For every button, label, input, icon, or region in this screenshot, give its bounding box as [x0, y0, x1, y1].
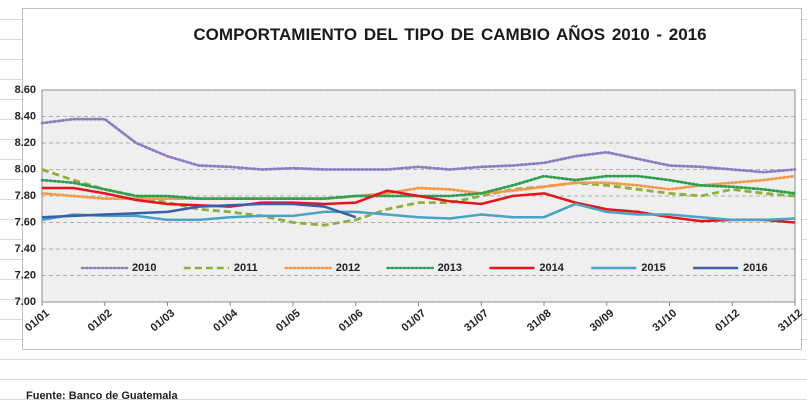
x-tick-label: 01/05 — [274, 307, 303, 334]
legend-label: 2012 — [336, 262, 360, 274]
y-tick-label: 7.60 — [15, 216, 36, 228]
legend-label: 2016 — [743, 262, 767, 274]
x-tick-label: 31/12 — [776, 307, 805, 334]
x-tick-label: 30/09 — [588, 307, 617, 334]
y-tick-label: 7.00 — [15, 296, 36, 308]
x-tick-label: 01/03 — [148, 307, 177, 334]
x-tick-label: 01/04 — [211, 307, 240, 334]
series-line — [41, 202, 357, 219]
series-line — [40, 174, 797, 201]
series-line — [41, 202, 796, 222]
x-tick-label: 01/01 — [23, 307, 52, 334]
legend-label: 2010 — [132, 262, 156, 274]
chart-title: COMPORTAMIENTO DEL TIPO DE CAMBIO AÑOS 2… — [193, 25, 707, 44]
y-tick-label: 8.20 — [15, 137, 36, 149]
legend-label: 2011 — [234, 262, 258, 274]
series-line — [41, 168, 796, 227]
x-tick-label: 01/12 — [713, 307, 742, 334]
x-tick-label: 01/06 — [337, 307, 366, 334]
y-tick-label: 7.20 — [15, 269, 36, 281]
x-tick-label: 31/07 — [462, 307, 491, 334]
legend-label: 2013 — [438, 262, 462, 274]
y-tick-label: 8.60 — [15, 84, 36, 96]
y-tick-label: 7.80 — [15, 190, 36, 202]
series-line — [42, 186, 796, 224]
x-tick-label: 31/10 — [650, 307, 679, 334]
legend-label: 2014 — [539, 262, 564, 274]
legend-label: 2015 — [641, 262, 665, 274]
series-line — [40, 117, 797, 174]
y-tick-label: 8.00 — [15, 163, 36, 175]
y-tick-label: 8.40 — [15, 110, 36, 122]
x-tick-label: 31/08 — [525, 307, 554, 334]
x-tick-label: 01/02 — [86, 307, 115, 334]
x-tick-label: 01/07 — [399, 307, 428, 334]
source-note: Fuente: Banco de Guatemala — [26, 390, 178, 402]
y-tick-label: 7.40 — [15, 243, 36, 255]
